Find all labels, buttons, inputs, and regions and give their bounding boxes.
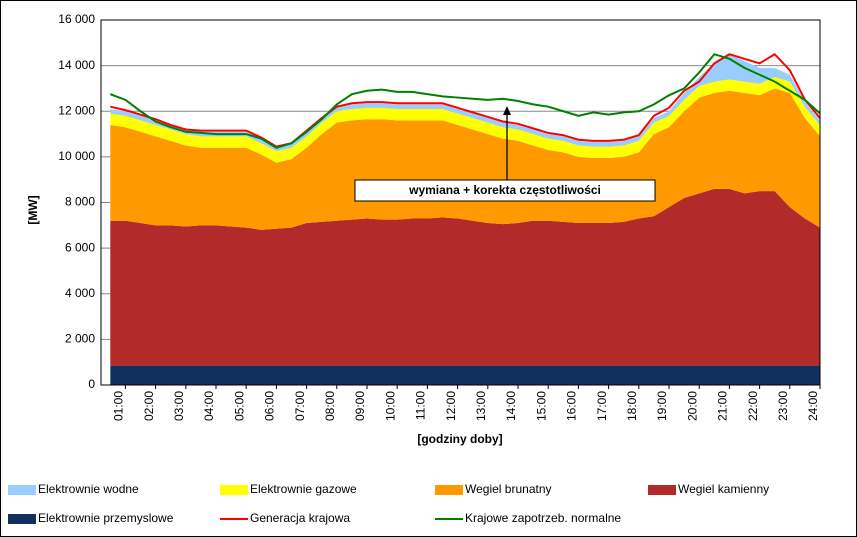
x-tick-label: 16:00 [565, 391, 579, 421]
x-tick-label: 05:00 [232, 391, 246, 421]
legend-swatch [435, 485, 463, 495]
x-tick-label: 04:00 [202, 391, 216, 421]
plot-border [100, 19, 821, 386]
legend-label: Elektrownie przemyslowe [38, 511, 174, 525]
x-tick-label: 24:00 [806, 391, 820, 421]
y-tick-label: 2 000 [65, 332, 95, 346]
x-tick-label: 06:00 [263, 391, 277, 421]
legend-label: Wegiel kamienny [678, 482, 769, 496]
legend-swatch [8, 514, 36, 524]
x-tick-label: 11:00 [414, 391, 428, 420]
annotation: wymiana + korekta częstotliwości [408, 183, 601, 197]
legend-label: Elektrownie gazowe [250, 482, 357, 496]
area [110, 54, 821, 152]
x-axis-label: [godziny doby] [417, 432, 502, 446]
area [110, 77, 821, 163]
x-tick-label: 17:00 [595, 391, 609, 421]
x-tick-label: 14:00 [504, 391, 518, 421]
x-tick-label: 21:00 [716, 391, 730, 421]
line [110, 52, 821, 148]
y-axis-label: [MW] [26, 195, 40, 224]
x-tick-label: 22:00 [746, 391, 760, 421]
area [110, 365, 821, 385]
x-tick-label: 18:00 [625, 391, 639, 421]
y-tick-label: 4 000 [65, 286, 95, 300]
annotation-arrowhead [503, 106, 511, 115]
y-tick-label: 8 000 [65, 195, 95, 209]
legend-label: Krajowe zapotrzeb. normalne [465, 511, 621, 525]
x-tick-label: 13:00 [474, 391, 488, 421]
x-tick-label: 09:00 [353, 391, 367, 421]
y-tick-label: 0 [88, 377, 95, 391]
legend-swatch [8, 485, 36, 495]
x-tick-label: 03:00 [172, 391, 186, 421]
legend-swatch [648, 485, 676, 495]
legend-label: Elektrownie wodne [38, 482, 139, 496]
x-tick-label: 01:00 [112, 391, 126, 421]
y-tick-label: 14 000 [58, 58, 95, 72]
x-tick-label: 15:00 [534, 391, 548, 421]
x-tick-label: 20:00 [685, 391, 699, 421]
line [109, 53, 821, 149]
legend-label: Generacja krajowa [250, 511, 350, 525]
area [110, 188, 821, 366]
annotation-box [354, 179, 656, 202]
x-tick-label: 02:00 [142, 391, 156, 421]
x-tick-label: 08:00 [323, 391, 337, 421]
legend-swatch [220, 485, 248, 495]
x-tick-label: 10:00 [383, 391, 397, 421]
legend-label: Wegiel brunatny [465, 482, 552, 496]
y-tick-label: 16 000 [58, 12, 95, 26]
x-tick-label: 12:00 [444, 391, 458, 421]
y-tick-label: 6 000 [65, 240, 95, 254]
x-tick-label: 23:00 [776, 391, 790, 421]
x-tick-label: 07:00 [293, 391, 307, 421]
y-tick-label: 12 000 [58, 103, 95, 117]
y-tick-label: 10 000 [58, 149, 95, 163]
x-tick-label: 19:00 [655, 391, 669, 421]
